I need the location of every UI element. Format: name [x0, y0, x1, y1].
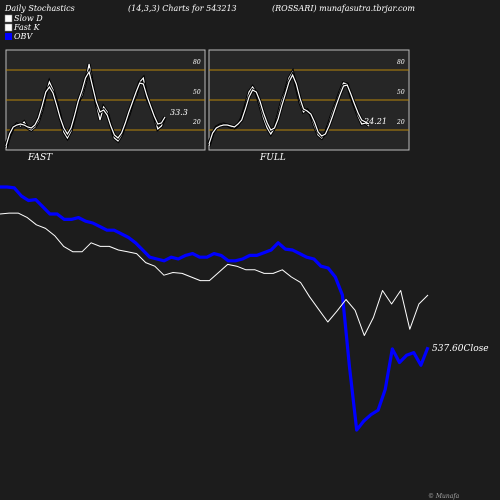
full-panel-series-1: [208, 73, 370, 145]
fast-panel-label: FAST: [27, 153, 53, 163]
full-stochastic-panel: 80 50 20 24.21: [207, 49, 410, 151]
full-panel-level-label-20: 20: [396, 119, 405, 126]
close-value: 537.60: [432, 344, 464, 354]
fast-panel-level-label-50: 50: [193, 89, 201, 96]
legend-label-obv: OBV: [14, 32, 33, 41]
close-price-line: [0, 212, 429, 336]
legend: Slow D Fast K OBV: [4, 14, 43, 41]
full-panel-value-label: 24.21: [363, 117, 387, 126]
full-panel-level-label-50: 50: [397, 89, 405, 96]
fast-panel-level-label-80: 80: [193, 59, 201, 66]
watermark: © Munafa: [428, 493, 460, 500]
header-left: Daily Stochastics: [4, 4, 75, 13]
close-value-label: 537.60Close: [432, 344, 489, 354]
close-suffix: Close: [464, 344, 489, 354]
price-obv-panel: [0, 185, 430, 432]
full-panel-label: FULL: [259, 153, 286, 163]
fast-stochastic-panel: 80 50 20 33.3: [4, 49, 206, 151]
full-panel-level-label-80: 80: [397, 59, 405, 66]
fast-panel-level-label-20: 20: [192, 119, 201, 126]
legend-swatch-slow-d: [4, 14, 13, 23]
fast-panel-series-1: [5, 70, 166, 147]
legend-swatch-fast-k: [4, 23, 13, 32]
legend-label-fast-k: Fast K: [13, 23, 41, 32]
legend-swatch-obv: [5, 33, 12, 40]
fast-panel-value-label: 33.3: [170, 108, 188, 117]
header-right: (ROSSARI) munafasutra.tbrjar.com: [272, 4, 415, 13]
obv-line: [0, 185, 430, 432]
header-middle: (14,3,3) Charts for 543213: [128, 4, 237, 13]
legend-label-slow-d: Slow D: [14, 14, 43, 23]
